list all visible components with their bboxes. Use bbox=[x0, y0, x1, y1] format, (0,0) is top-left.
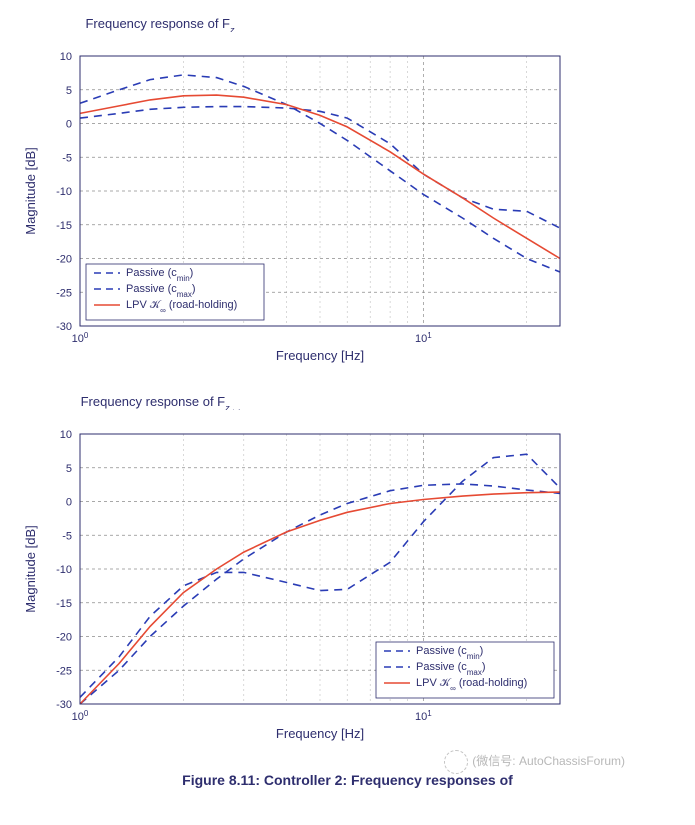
svg-text:-20: -20 bbox=[56, 632, 72, 644]
caption-prefix: Figure 8.11: bbox=[182, 772, 260, 788]
svg-text:-20: -20 bbox=[56, 254, 72, 266]
svg-text:-5: -5 bbox=[62, 530, 72, 542]
svg-text:-30: -30 bbox=[56, 321, 72, 333]
svg-text:Frequency [Hz]: Frequency [Hz] bbox=[276, 726, 364, 741]
watermark: (微信号: AutoChassisForum) bbox=[444, 750, 625, 774]
svg-text:101: 101 bbox=[415, 709, 432, 724]
svg-text:Frequency response of Fzdef: Frequency response of Fzdef bbox=[81, 394, 241, 410]
chart2-title: Frequency response of Fzdef bbox=[10, 394, 685, 410]
svg-text:-15: -15 bbox=[56, 220, 72, 232]
svg-text:0: 0 bbox=[66, 497, 72, 509]
figure-caption: Figure 8.11: Controller 2: Frequency res… bbox=[10, 772, 685, 788]
svg-text:100: 100 bbox=[72, 331, 89, 346]
svg-text:Frequency [Hz]: Frequency [Hz] bbox=[276, 348, 364, 363]
svg-text:0: 0 bbox=[66, 119, 72, 131]
wechat-icon bbox=[444, 750, 468, 774]
svg-text:-15: -15 bbox=[56, 598, 72, 610]
svg-text:5: 5 bbox=[66, 85, 72, 97]
chart1-svg: -30 -25 -20 -15 -10 -5 0 5 10 100 101 Magnitude [dB… bbox=[10, 34, 590, 374]
svg-text:-25: -25 bbox=[56, 665, 72, 677]
svg-text:Magnitude [dB]: Magnitude [dB] bbox=[23, 525, 38, 612]
svg-text:10: 10 bbox=[60, 51, 72, 63]
svg-text:-30: -30 bbox=[56, 699, 72, 711]
svg-text:Magnitude [dB]: Magnitude [dB] bbox=[23, 147, 38, 234]
svg-text:10: 10 bbox=[60, 429, 72, 441]
svg-text:-10: -10 bbox=[56, 186, 72, 198]
chart2-svg: -30 -25 -20 -15 -10 -5 0 5 10 100 101 Magnitude [dB… bbox=[10, 412, 590, 752]
svg-text:Frequency response of Fz: Frequency response of Fz bbox=[85, 16, 235, 32]
legend: Passive (cmin)Passive (cmax)LPV 𝒦∞ (road… bbox=[376, 642, 554, 698]
svg-text:-25: -25 bbox=[56, 287, 72, 299]
svg-text:5: 5 bbox=[66, 463, 72, 475]
svg-text:100: 100 bbox=[72, 709, 89, 724]
svg-text:101: 101 bbox=[415, 331, 432, 346]
chart1-title: Frequency response of Fz bbox=[10, 16, 685, 32]
caption-text: Controller 2: Frequency responses of bbox=[264, 772, 513, 788]
chart-fzdef: Frequency response of Fzdef -30 -25 -20 -15… bbox=[10, 394, 685, 752]
chart-fz: Frequency response of Fz -30 -25 -20 -15 -10… bbox=[10, 16, 685, 374]
svg-text:-5: -5 bbox=[62, 152, 72, 164]
svg-text:-10: -10 bbox=[56, 564, 72, 576]
legend: Passive (cmin)Passive (cmax)LPV 𝒦∞ (road… bbox=[86, 264, 264, 320]
